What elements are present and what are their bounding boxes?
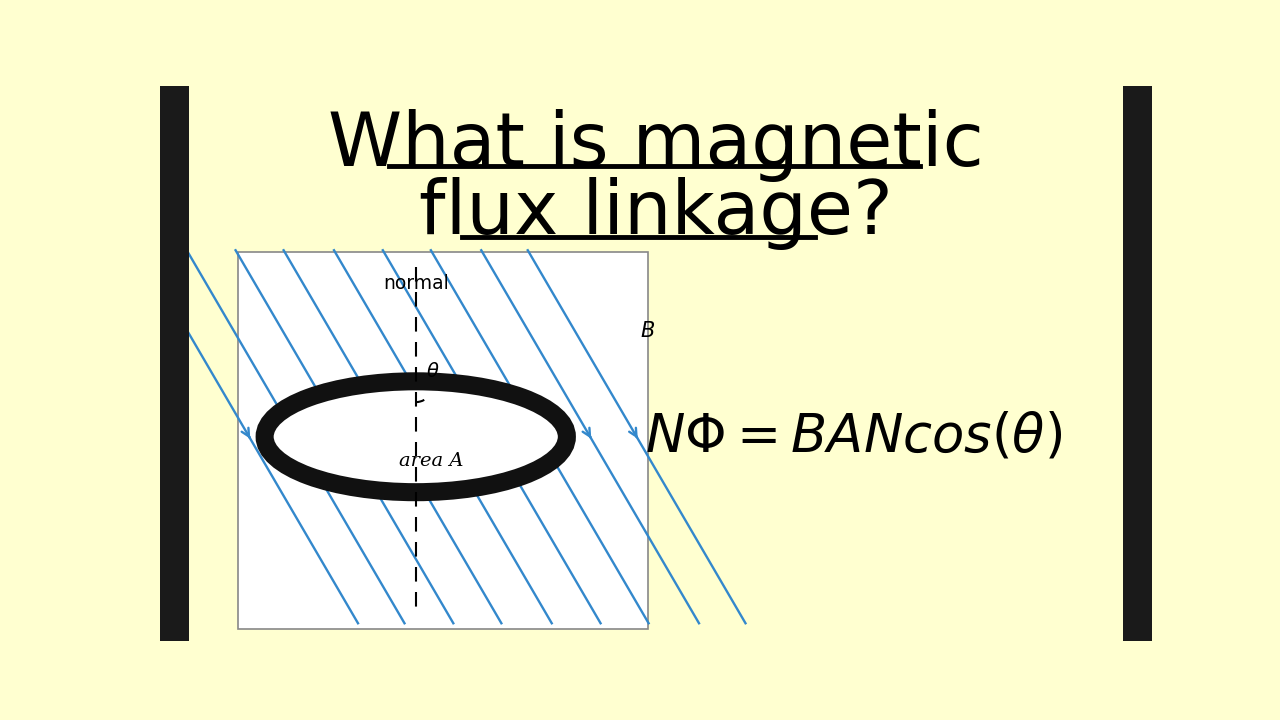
Bar	[1123, 86, 1152, 641]
Text: B: B	[640, 321, 655, 341]
Text: flux linkage?: flux linkage?	[419, 177, 893, 251]
Text: area A: area A	[399, 452, 463, 470]
Ellipse shape	[265, 382, 566, 492]
Text: What is magnetic: What is magnetic	[328, 109, 984, 182]
Text: $N\Phi = BANcos(\theta)$: $N\Phi = BANcos(\theta)$	[645, 411, 1062, 462]
Bar	[238, 252, 648, 629]
Bar	[160, 86, 189, 641]
Text: normal: normal	[383, 274, 448, 292]
Text: θ: θ	[426, 362, 439, 381]
